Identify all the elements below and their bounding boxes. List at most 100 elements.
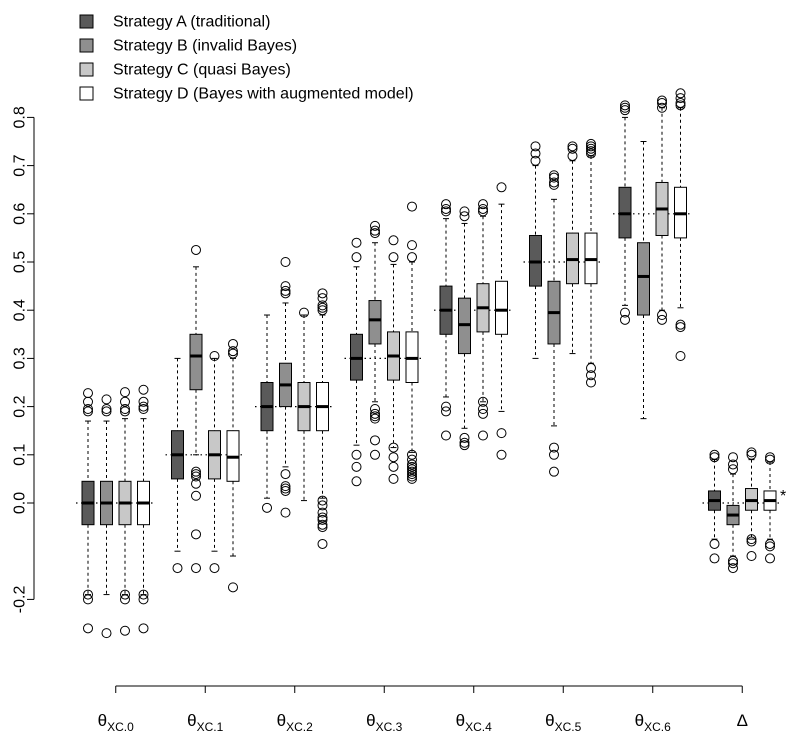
outlier-point <box>549 466 559 477</box>
boxplot <box>226 338 240 593</box>
boxplot <box>547 170 561 477</box>
outlier-point <box>407 464 417 475</box>
outlier-point <box>478 404 488 415</box>
outlier-point <box>280 481 291 492</box>
outlier-point <box>478 396 488 407</box>
outlier-point <box>138 623 149 634</box>
outlier-point <box>586 370 596 381</box>
outlier-point <box>407 454 417 465</box>
outlier-point <box>388 461 399 472</box>
legend-swatch <box>79 62 94 77</box>
x-tick-label-base: θ <box>635 711 644 730</box>
outlier-point <box>280 281 291 292</box>
outlier-point <box>317 305 328 316</box>
outlier-point <box>407 466 417 477</box>
outlier-point <box>228 582 238 593</box>
outlier-point <box>83 396 93 407</box>
outlier-point <box>280 285 291 296</box>
outlier-point <box>441 206 451 217</box>
outlier-point <box>675 350 686 361</box>
outlier-point <box>728 555 738 566</box>
outlier-point <box>101 394 112 405</box>
outlier-point <box>478 199 488 210</box>
boxplot <box>495 182 508 460</box>
outlier-point <box>209 350 220 361</box>
y-tick-label: 0.5 <box>12 251 29 273</box>
outlier-point <box>496 428 507 439</box>
outlier-point <box>765 454 775 465</box>
outlier-point <box>191 469 201 480</box>
outlier-point <box>138 401 149 412</box>
outlier-point <box>317 300 328 311</box>
boxplot <box>745 447 758 562</box>
outlier-point <box>478 408 488 419</box>
boxplot <box>566 141 579 355</box>
outlier-point <box>407 201 417 212</box>
outlier-point <box>138 396 149 407</box>
outlier-point <box>709 449 720 460</box>
outlier-point <box>370 411 380 422</box>
boxplot <box>637 141 650 420</box>
outlier-point <box>620 105 630 116</box>
outlier-point <box>549 442 559 453</box>
outlier-point <box>191 466 201 477</box>
boxplot <box>316 288 329 549</box>
outlier-point <box>459 211 470 222</box>
boxplot <box>405 201 419 484</box>
outlier-point <box>191 529 201 540</box>
outlier-point <box>549 179 559 190</box>
x-tick-label: θXC.1 <box>187 711 223 734</box>
outlier-point <box>496 449 507 460</box>
outlier-point <box>191 563 201 574</box>
outlier-point <box>478 430 488 441</box>
outlier-point <box>709 553 720 564</box>
outlier-point <box>586 377 596 388</box>
outlier-point <box>317 500 328 511</box>
outlier-point <box>586 148 596 159</box>
outlier-point <box>280 483 291 494</box>
y-tick-label: -0.2 <box>12 586 29 614</box>
outlier-point <box>549 170 559 181</box>
x-tick-label-base: θ <box>187 711 196 730</box>
boxplot <box>260 314 274 513</box>
outlier-point <box>83 388 93 399</box>
boxplot <box>137 384 150 634</box>
boxplot <box>763 452 777 564</box>
outlier-point <box>388 452 399 463</box>
outlier-point <box>441 401 451 412</box>
boxplot <box>655 95 669 325</box>
boxplot <box>387 235 400 484</box>
outlier-point <box>620 100 630 111</box>
outlier-point <box>441 430 451 441</box>
outlier-point <box>280 469 291 480</box>
boxplot <box>100 394 113 639</box>
outlier-point <box>407 473 417 484</box>
outlier-point <box>657 310 667 321</box>
boxplot <box>584 138 598 388</box>
boxplot <box>726 452 740 574</box>
outlier-point <box>407 459 417 470</box>
outlier-point <box>530 155 541 166</box>
outlier-point <box>262 502 272 513</box>
outlier-point <box>530 141 541 152</box>
outlier-point <box>765 553 775 564</box>
boxplot <box>279 257 292 518</box>
outlier-point <box>586 363 596 374</box>
outlier-point <box>549 449 559 460</box>
boxplot <box>618 100 632 325</box>
outlier-point <box>120 589 130 600</box>
outlier-point <box>746 447 757 458</box>
x-tick-label: Δ <box>737 711 748 730</box>
outlier-point <box>407 240 417 251</box>
outlier-point <box>138 404 149 415</box>
outlier-point <box>120 625 130 636</box>
outlier-point <box>120 404 130 415</box>
outlier-point <box>351 237 362 248</box>
outlier-point <box>317 302 328 313</box>
boxes-layer <box>81 88 777 639</box>
box-iqr <box>495 280 508 335</box>
outlier-point <box>172 563 183 574</box>
outlier-point <box>370 413 380 424</box>
outlier-point <box>620 307 630 318</box>
